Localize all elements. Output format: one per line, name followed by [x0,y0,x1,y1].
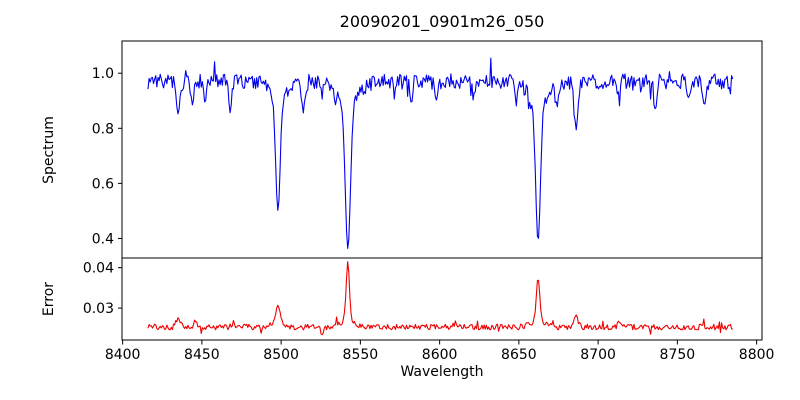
spectrum-panel-frame [121,40,763,259]
chart-title: 20090201_0901m26_050 [339,12,545,31]
spectrum-line [147,57,734,249]
spectrum-y-tick-label: 0.6 [92,176,114,192]
spectrum-y-tick-label: 0.8 [92,121,114,137]
error-y-tick-label: 0.04 [83,261,114,277]
error-y-tick-label: 0.03 [83,301,114,317]
spectrum-y-tick-label: 1.0 [92,66,114,82]
x-tick-label: 8400 [105,347,141,363]
x-tick-label: 8800 [739,347,775,363]
x-tick-label: 8700 [580,347,616,363]
x-tick-label: 8450 [184,347,220,363]
x-tick-label: 8650 [501,347,537,363]
x-tick-label: 8600 [422,347,458,363]
error-line [147,261,733,336]
x-axis-label: Wavelength [400,364,484,380]
x-tick-label: 8750 [660,347,696,363]
x-tick-label: 8550 [343,347,379,363]
x-tick-label: 8500 [263,347,299,363]
spectrum-y-tick-label: 0.4 [92,231,114,247]
error-panel-frame [121,257,763,341]
